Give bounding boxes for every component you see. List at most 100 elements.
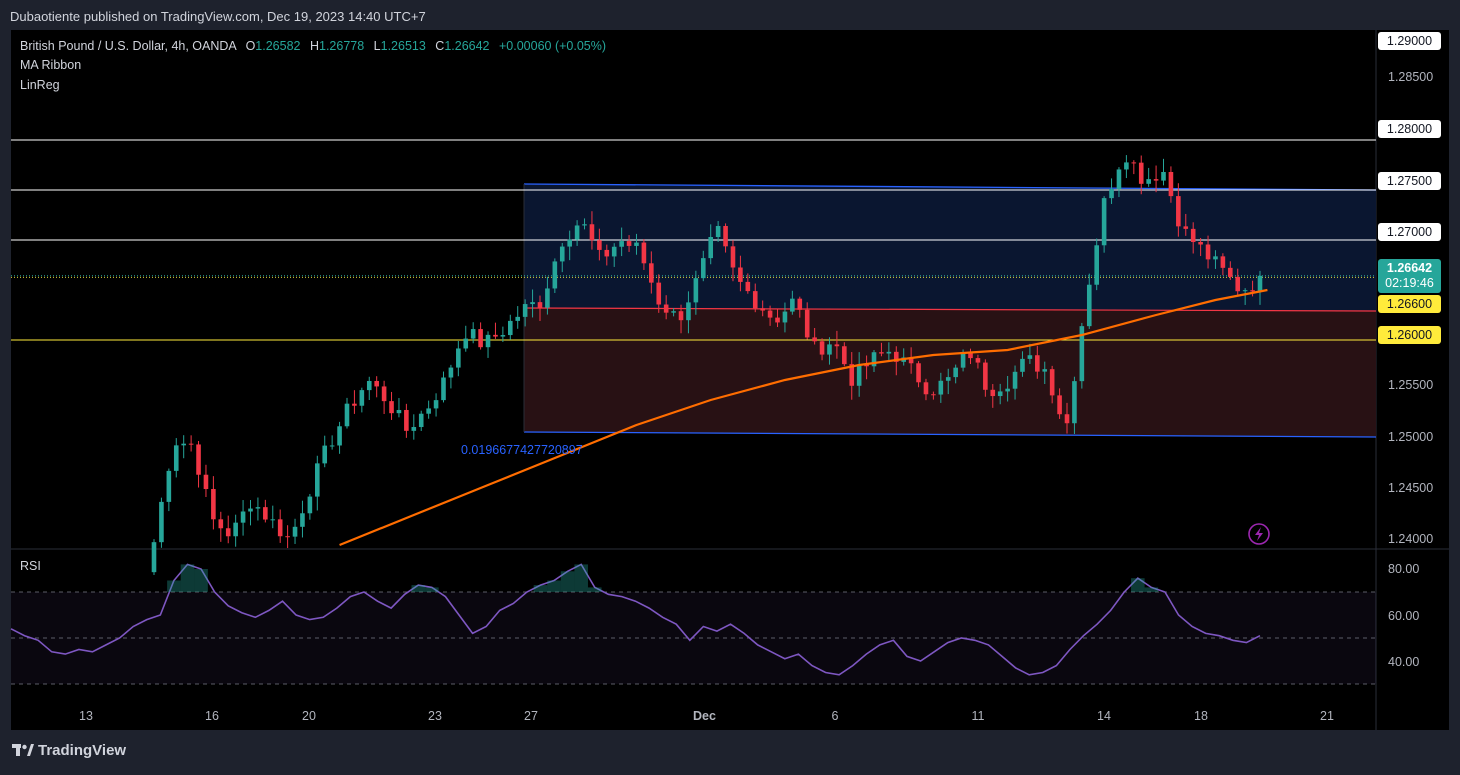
- candle: [552, 258, 558, 293]
- candle: [159, 497, 164, 548]
- candle-body: [1153, 179, 1159, 181]
- candle: [530, 289, 535, 318]
- candle-body: [678, 311, 684, 321]
- tick-1-26600: 1.26600: [1378, 295, 1441, 313]
- candle: [975, 354, 981, 369]
- candle-body: [760, 308, 765, 311]
- candle: [923, 378, 929, 401]
- indicator-ma-ribbon[interactable]: MA Ribbon: [20, 58, 82, 72]
- candle-body: [1213, 256, 1218, 260]
- candle-body: [322, 445, 328, 464]
- candle-body: [233, 522, 238, 537]
- candle-body: [530, 302, 535, 305]
- candle: [255, 497, 261, 521]
- symbol-legend[interactable]: British Pound / U.S. Dollar, 4h, OANDA O…: [20, 39, 607, 53]
- candle: [233, 514, 238, 547]
- candle-body: [537, 302, 543, 308]
- candle-body: [1086, 284, 1092, 327]
- current-price-tag: 1.26642 02:19:46: [1378, 259, 1441, 293]
- candle-body: [485, 334, 491, 348]
- candle: [426, 400, 431, 419]
- candle-body: [686, 302, 691, 321]
- rsi-title: RSI: [20, 559, 41, 573]
- candle: [634, 233, 639, 255]
- candle-body: [426, 408, 431, 414]
- candle: [1027, 343, 1033, 364]
- rsi-overbought-fill: [1144, 587, 1159, 592]
- tick-1-25000: 1.25000: [1388, 430, 1434, 444]
- bolt-icon-circle: [1248, 523, 1270, 545]
- candle-body: [411, 427, 417, 431]
- candle: [812, 327, 817, 345]
- candle: [790, 290, 795, 315]
- candle-body: [738, 267, 743, 282]
- candle-body: [381, 386, 387, 402]
- candle-body: [1168, 172, 1174, 197]
- candle-body: [559, 246, 565, 262]
- tradingview-logo[interactable]: TradingView: [12, 741, 126, 759]
- candle: [240, 500, 246, 536]
- candle-body: [745, 281, 751, 292]
- time-label: 23: [428, 709, 442, 723]
- candle: [804, 302, 810, 340]
- candle-body: [931, 394, 936, 396]
- channel-lower-fill: [524, 308, 1376, 437]
- candle: [827, 337, 832, 365]
- candle: [886, 342, 892, 360]
- candle: [418, 410, 424, 431]
- candle-body: [1042, 369, 1048, 372]
- rsi-overbought-fill: [587, 587, 602, 592]
- candle: [270, 505, 276, 529]
- candle: [329, 435, 335, 450]
- candle-body: [752, 291, 758, 309]
- candle-body: [329, 445, 335, 447]
- candle: [567, 230, 572, 261]
- candle: [693, 270, 699, 315]
- candle-body: [960, 352, 966, 368]
- candle-body: [1079, 326, 1085, 382]
- candle-body: [404, 409, 409, 431]
- candle: [738, 255, 743, 292]
- candle: [433, 393, 439, 417]
- candle-body: [700, 258, 706, 279]
- candle: [151, 539, 157, 575]
- candle: [671, 308, 676, 317]
- candle-body: [1138, 162, 1144, 184]
- candle-body: [886, 351, 892, 354]
- candle-body: [285, 536, 290, 538]
- candle-body: [656, 282, 662, 305]
- candle: [730, 240, 736, 282]
- tick-1-27500: 1.27500: [1378, 172, 1441, 190]
- candles: [151, 155, 1263, 575]
- candle-body: [500, 335, 506, 337]
- time-label: 13: [79, 709, 93, 723]
- tradingview-logo-icon: [12, 743, 34, 757]
- candle: [700, 250, 706, 282]
- candle-body: [1235, 276, 1241, 292]
- candle: [300, 500, 305, 538]
- candle-body: [456, 348, 461, 368]
- candle: [1190, 222, 1196, 254]
- candle-body: [1205, 244, 1211, 260]
- candle: [1005, 376, 1010, 402]
- candle-body: [1124, 162, 1129, 170]
- candle-body: [871, 352, 877, 367]
- candle: [649, 251, 654, 294]
- tick-1-28500: 1.28500: [1388, 70, 1434, 84]
- candle: [211, 476, 216, 530]
- candle: [441, 371, 446, 403]
- candle-body: [938, 380, 944, 395]
- candle: [448, 364, 454, 389]
- candle-body: [1049, 369, 1055, 396]
- candle-body: [1131, 162, 1137, 164]
- indicator-linreg[interactable]: LinReg: [20, 78, 60, 92]
- candle-body: [574, 225, 580, 240]
- candle-body: [1005, 388, 1010, 392]
- candle-body: [1228, 267, 1233, 277]
- candle: [292, 518, 298, 544]
- candle-body: [589, 224, 595, 241]
- horizontal-levels: [11, 139, 1376, 341]
- time-label: 20: [302, 709, 316, 723]
- candle: [604, 244, 610, 266]
